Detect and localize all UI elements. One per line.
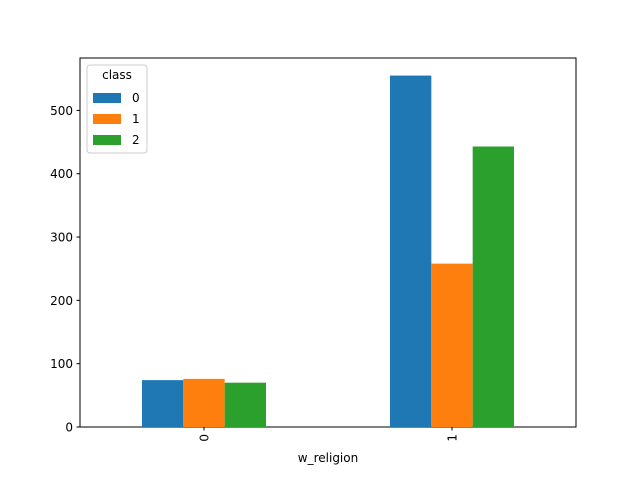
y-tick-label: 300 — [50, 231, 73, 245]
legend-swatch-class-1 — [93, 114, 121, 124]
bars — [142, 75, 514, 428]
bar-cat-0-class-0 — [142, 380, 184, 427]
plot-area — [79, 57, 577, 428]
y-axis: 0 100 200 300 400 500 — [50, 104, 80, 435]
bar-cat-0-class-1 — [183, 378, 225, 427]
x-tick-label: 1 — [446, 434, 460, 442]
legend-entry-class-2: 2 — [132, 133, 140, 147]
x-axis-title: w_religion — [298, 451, 358, 465]
x-tick-label: 0 — [198, 434, 212, 442]
legend-title: class — [102, 68, 132, 82]
legend-entry-class-0: 0 — [132, 91, 140, 105]
plot-frame — [79, 57, 577, 428]
y-tick-label: 400 — [50, 167, 73, 181]
y-tick-label: 200 — [50, 294, 73, 308]
bar-cat-1-class-0 — [390, 75, 432, 427]
legend-entry-class-1: 1 — [132, 112, 140, 126]
bar-cat-1-class-2 — [472, 146, 514, 428]
y-tick-label: 100 — [50, 357, 73, 371]
bar-cat-1-class-1 — [431, 263, 473, 427]
y-tick-label: 0 — [65, 421, 73, 435]
legend-swatch-class-2 — [93, 135, 121, 145]
bar-cat-0-class-2 — [224, 382, 266, 427]
legend-box — [86, 64, 148, 154]
y-tick-label: 500 — [50, 104, 73, 118]
legend-swatch-class-0 — [93, 93, 121, 103]
